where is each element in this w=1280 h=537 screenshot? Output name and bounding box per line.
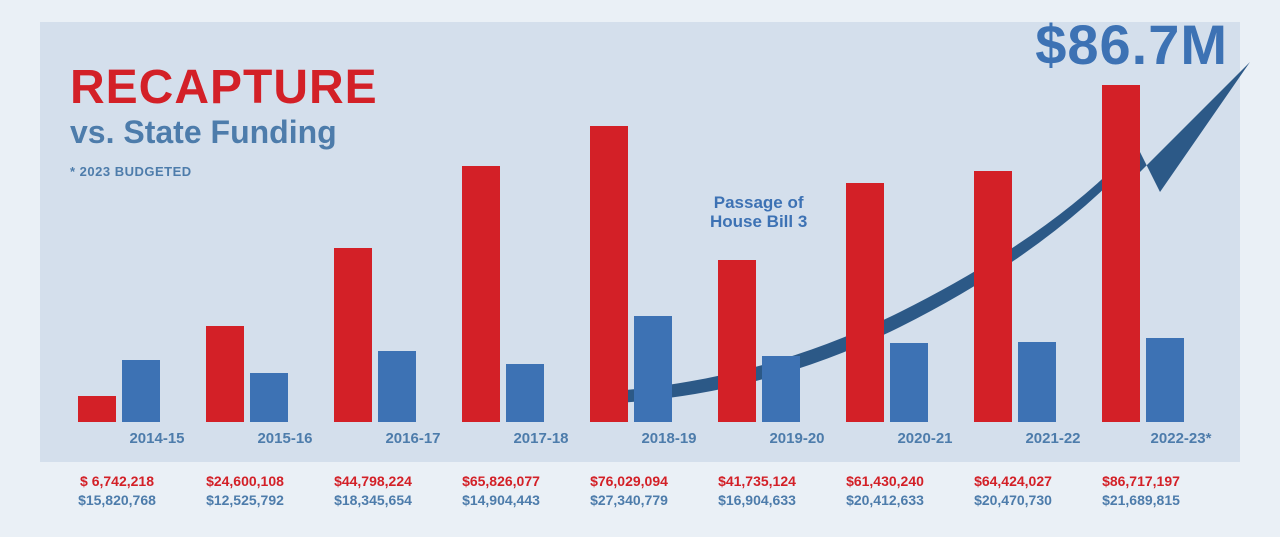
state-funding-value: $27,340,779: [564, 491, 694, 510]
recapture-value: $24,600,108: [180, 472, 310, 491]
data-cell: $86,717,197$21,689,815: [1076, 472, 1206, 510]
state-funding-bar: [762, 356, 800, 422]
state-funding-bar: [122, 360, 160, 422]
data-cell: $24,600,108$12,525,792: [180, 472, 310, 510]
year-label: 2019-20: [738, 430, 856, 447]
year-label: 2020-21: [866, 430, 984, 447]
state-funding-bar: [506, 364, 544, 422]
year-label: 2021-22: [994, 430, 1112, 447]
recapture-bar: [846, 183, 884, 422]
state-funding-value: $20,470,730: [948, 491, 1078, 510]
recapture-bar: [590, 126, 628, 422]
recapture-bar: [334, 248, 372, 422]
data-cell: $76,029,094$27,340,779: [564, 472, 694, 510]
state-funding-bar: [378, 351, 416, 422]
recapture-value: $ 6,742,218: [52, 472, 182, 491]
recapture-bar: [1102, 85, 1140, 422]
state-funding-bar: [634, 316, 672, 422]
state-funding-value: $16,904,633: [692, 491, 822, 510]
recapture-value: $86,717,197: [1076, 472, 1206, 491]
annotation-line2: House Bill 3: [710, 212, 807, 231]
chart-panel: RECAPTURE vs. State Funding * 2023 BUDGE…: [40, 22, 1240, 462]
recapture-value: $65,826,077: [436, 472, 566, 491]
recapture-bar: [974, 171, 1012, 422]
state-funding-value: $18,345,654: [308, 491, 438, 510]
recapture-value: $76,029,094: [564, 472, 694, 491]
year-label: 2017-18: [482, 430, 600, 447]
data-cell: $64,424,027$20,470,730: [948, 472, 1078, 510]
state-funding-bar: [890, 343, 928, 422]
recapture-value: $61,430,240: [820, 472, 950, 491]
recapture-value: $44,798,224: [308, 472, 438, 491]
state-funding-value: $14,904,443: [436, 491, 566, 510]
year-label: 2022-23*: [1122, 430, 1240, 447]
state-funding-value: $12,525,792: [180, 491, 310, 510]
recapture-bar: [462, 166, 500, 422]
data-cell: $61,430,240$20,412,633: [820, 472, 950, 510]
state-funding-bar: [250, 373, 288, 422]
data-cell: $65,826,077$14,904,443: [436, 472, 566, 510]
year-label: 2018-19: [610, 430, 728, 447]
data-cell: $ 6,742,218$15,820,768: [52, 472, 182, 510]
data-cell: $41,735,124$16,904,633: [692, 472, 822, 510]
chart-area: [60, 62, 1220, 422]
year-label: 2016-17: [354, 430, 472, 447]
recapture-value: $64,424,027: [948, 472, 1078, 491]
state-funding-value: $20,412,633: [820, 491, 950, 510]
year-label: 2015-16: [226, 430, 344, 447]
recapture-value: $41,735,124: [692, 472, 822, 491]
state-funding-value: $21,689,815: [1076, 491, 1206, 510]
year-labels-row: 2014-15 2015-16 2016-17 2017-18 2018-19 2019-…: [100, 430, 1260, 454]
state-funding-value: $15,820,768: [52, 491, 182, 510]
annotation-line1: Passage of: [714, 193, 804, 212]
recapture-bar: [718, 260, 756, 422]
recapture-bar: [78, 396, 116, 422]
state-funding-bar: [1018, 342, 1056, 422]
house-bill-annotation: Passage of House Bill 3: [710, 194, 807, 231]
recapture-bar: [206, 326, 244, 422]
state-funding-bar: [1146, 338, 1184, 422]
year-label: 2014-15: [98, 430, 216, 447]
data-cell: $44,798,224$18,345,654: [308, 472, 438, 510]
